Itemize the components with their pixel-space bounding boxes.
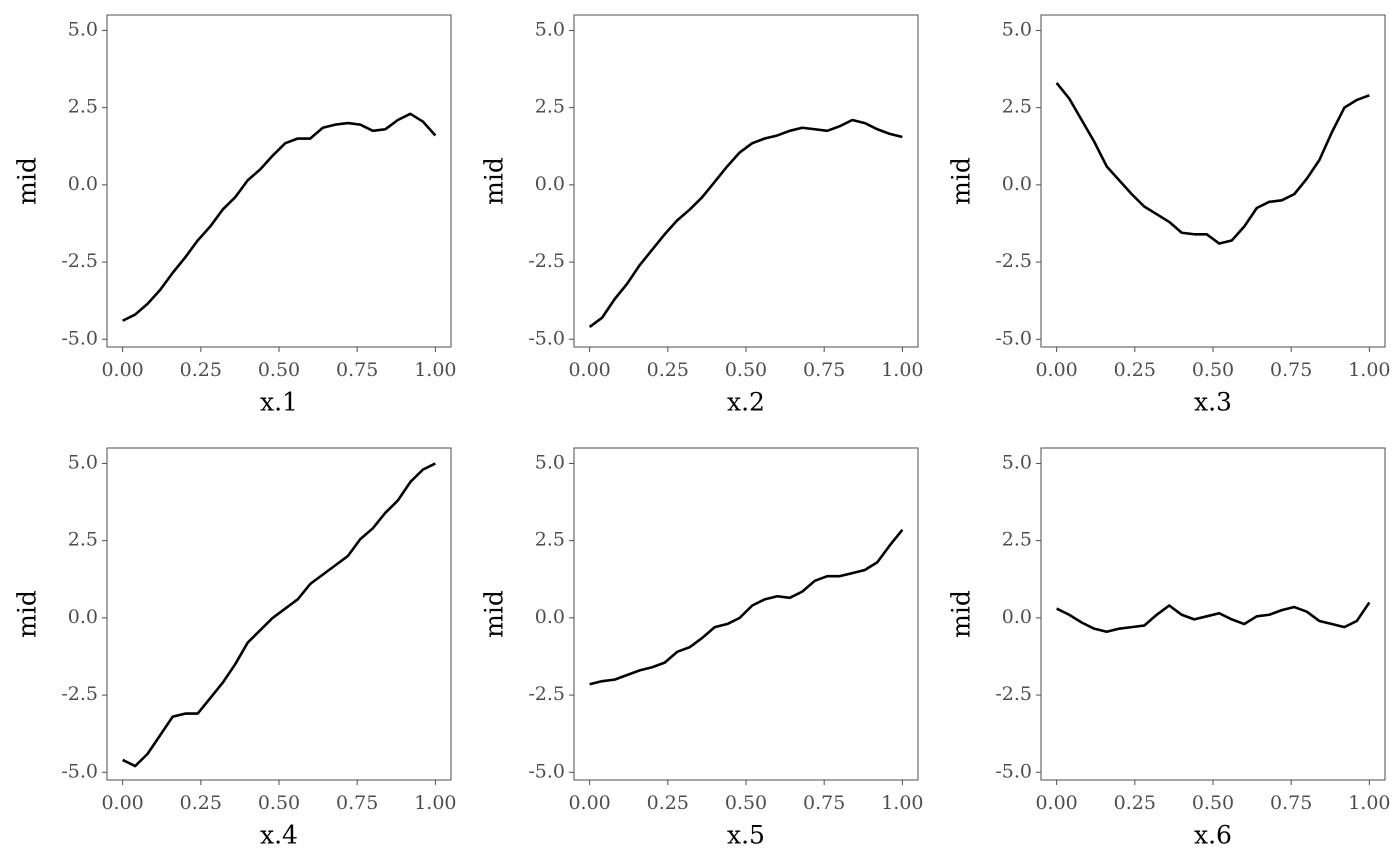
x-axis-title: x.4	[260, 821, 298, 850]
x-tick-label: 0.00	[1035, 359, 1077, 381]
x-tick-label: 0.00	[101, 359, 143, 381]
x-tick-label: 1.00	[414, 792, 456, 814]
x-axis-title: x.5	[727, 821, 765, 850]
x-tick-label: 0.50	[1192, 792, 1234, 814]
data-line	[122, 462, 436, 768]
x-tick-label: 0.50	[1192, 359, 1234, 381]
x-tick-label: 0.25	[180, 359, 222, 381]
x-tick-label: 0.50	[258, 359, 300, 381]
y-tick-label: 5.0	[535, 18, 565, 40]
y-tick-label: -2.5	[528, 683, 565, 705]
x-tick-label: 0.25	[647, 792, 689, 814]
x-tick-label: 0.25	[1114, 792, 1156, 814]
y-tick-label: -5.0	[995, 327, 1032, 349]
x-tick-label: 0.25	[180, 792, 222, 814]
data-line	[588, 118, 903, 328]
panel-border	[106, 14, 452, 348]
x-tick-label: 0.75	[803, 359, 845, 381]
y-tick-label: 2.5	[1002, 529, 1032, 551]
y-tick-label: 5.0	[1002, 451, 1032, 473]
y-tick-label: 0.0	[535, 606, 565, 628]
y-axis-title: mid	[13, 157, 42, 205]
y-axis-title: mid	[947, 157, 976, 205]
y-axis-title: mid	[480, 590, 509, 638]
y-tick-label: 0.0	[1002, 173, 1032, 195]
x-tick-label: 0.75	[803, 792, 845, 814]
y-tick-label: 0.0	[68, 606, 98, 628]
y-axis-title: mid	[947, 590, 976, 638]
y-tick-label: 5.0	[535, 451, 565, 473]
y-tick-label: -5.0	[61, 327, 98, 349]
y-tick-label: 5.0	[68, 451, 98, 473]
data-line	[589, 529, 904, 686]
x-axis-title: x.1	[260, 388, 298, 417]
x-tick-label: 0.50	[725, 359, 767, 381]
data-line	[1055, 82, 1370, 245]
y-tick-label: -2.5	[528, 250, 565, 272]
y-tick-label: 2.5	[1002, 96, 1032, 118]
x-tick-label: 0.25	[1114, 359, 1156, 381]
y-tick-label: 0.0	[68, 173, 98, 195]
y-axis-title: mid	[480, 157, 509, 205]
x-tick-label: 0.00	[101, 792, 143, 814]
x-tick-label: 0.25	[647, 359, 689, 381]
y-tick-label: 2.5	[535, 96, 565, 118]
y-tick-label: 2.5	[68, 96, 98, 118]
y-tick-label: -5.0	[528, 327, 565, 349]
x-axis-title: x.2	[727, 388, 765, 417]
y-tick-label: -5.0	[61, 760, 98, 782]
y-tick-label: -2.5	[61, 683, 98, 705]
y-tick-label: 2.5	[68, 529, 98, 551]
y-tick-label: -5.0	[528, 760, 565, 782]
x-tick-label: 1.00	[1348, 359, 1390, 381]
x-tick-label: 0.75	[336, 359, 378, 381]
x-axis-title: x.3	[1194, 388, 1232, 417]
y-tick-label: 2.5	[535, 529, 565, 551]
x-tick-label: 1.00	[414, 359, 456, 381]
y-tick-label: 0.0	[1002, 606, 1032, 628]
panel-border	[573, 14, 919, 348]
x-tick-label: 0.00	[568, 359, 610, 381]
x-tick-label: 1.00	[881, 792, 923, 814]
y-tick-label: 5.0	[1002, 18, 1032, 40]
y-tick-label: -5.0	[995, 760, 1032, 782]
panel-border	[573, 447, 919, 781]
x-tick-label: 0.00	[568, 792, 610, 814]
panel-border	[1040, 14, 1386, 348]
data-line	[1056, 601, 1371, 634]
y-axis-title: mid	[13, 590, 42, 638]
x-tick-label: 0.50	[725, 792, 767, 814]
data-line	[122, 112, 437, 322]
x-tick-label: 0.75	[1270, 792, 1312, 814]
x-axis-title: x.6	[1194, 821, 1232, 850]
x-tick-label: 0.75	[336, 792, 378, 814]
y-tick-label: 0.0	[535, 173, 565, 195]
y-tick-label: 5.0	[68, 18, 98, 40]
x-tick-label: 0.50	[258, 792, 300, 814]
y-tick-label: -2.5	[995, 683, 1032, 705]
y-tick-label: -2.5	[61, 250, 98, 272]
x-tick-label: 0.75	[1270, 359, 1312, 381]
y-tick-label: -2.5	[995, 250, 1032, 272]
x-tick-label: 1.00	[881, 359, 923, 381]
x-tick-label: 0.00	[1035, 792, 1077, 814]
x-tick-label: 1.00	[1348, 792, 1390, 814]
